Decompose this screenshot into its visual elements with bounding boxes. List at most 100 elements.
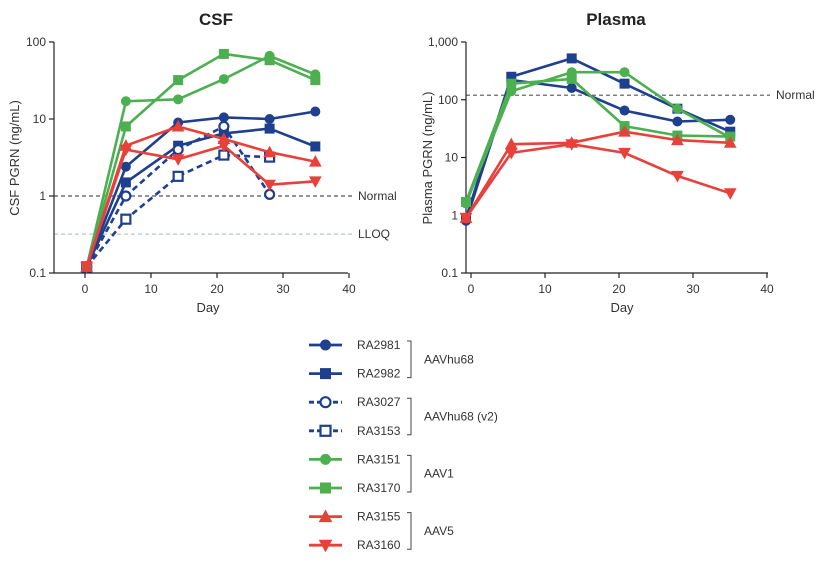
csf-x-label: Day <box>196 300 220 315</box>
csf-point-ra3170 <box>264 55 275 66</box>
legend-label-ra2982: RA2982 <box>357 367 401 381</box>
legend-marker-ra3160 <box>318 539 333 553</box>
legend-marker-ra2982 <box>320 368 331 380</box>
plasma-y-label: Plasma PGRN (ng/mL) <box>420 92 435 225</box>
legend-marker-ra3155 <box>318 509 333 523</box>
csf-ticks: 0 10 20 30 40 0.1 1 10 100 <box>26 35 356 296</box>
plasma-y-tick-label: 1 <box>451 208 458 222</box>
csf-point-ra3027 <box>172 144 184 156</box>
csf-y-tick-label: 0.1 <box>29 266 46 280</box>
plasma-point-ra3151 <box>619 67 630 78</box>
legend-label-ra3155: RA3155 <box>357 510 401 524</box>
plasma-point-ra3160 <box>671 170 684 183</box>
csf-y-label: CSF PGRN (ng/mL) <box>7 100 22 216</box>
plasma-point-ra3155 <box>671 133 684 146</box>
plasma-point-ra3170 <box>506 78 517 89</box>
legend-label-ra3170: RA3170 <box>357 481 401 495</box>
csf-point-ra3151 <box>120 96 131 107</box>
csf-point-ra3160 <box>263 179 276 192</box>
legend-marker-ra3153 <box>319 424 332 437</box>
legend-marker-ra3027 <box>319 396 332 409</box>
legend-group-aav5: AAV5 <box>424 524 454 538</box>
legend-bracket <box>407 454 412 493</box>
csf-point-ra2982 <box>264 123 275 134</box>
csf-point-ra3170 <box>173 75 184 86</box>
legend-marker-ra3151 <box>320 453 331 465</box>
csf-point-ra3160 <box>217 140 231 153</box>
csf-point-ra2981 <box>310 106 321 117</box>
csf-point-ra3027 <box>120 190 132 202</box>
legend-group-aavhu68-v2-: AAVhu68 (v2) <box>424 410 498 424</box>
csf-x-tick-label: 20 <box>210 282 224 296</box>
legend-label-ra3153: RA3153 <box>357 424 401 438</box>
legend-label-ra2981: RA2981 <box>357 338 401 352</box>
plasma-y-tick-label: 10 <box>445 151 459 165</box>
plasma-y-tick-label: 100 <box>438 93 458 107</box>
legend-group-aavhu68: AAVhu68 <box>424 352 474 366</box>
csf-x-tick-label: 40 <box>342 282 356 296</box>
csf-point-ra3160 <box>308 176 322 188</box>
legend-marker-ra2981 <box>320 339 331 351</box>
legend-bracket <box>407 512 412 550</box>
csf-point-ra2981 <box>264 114 275 124</box>
csf-point-ra3170 <box>310 75 321 86</box>
plasma-x-tick-label: 30 <box>686 282 700 296</box>
plasma-ticks: 0 10 20 30 40 0.1 1 10 100 1,000 <box>428 35 774 296</box>
csf-line-ra3170 <box>85 52 316 268</box>
csf-line-ra3153 <box>85 153 270 268</box>
csf-point-ra3170 <box>218 48 229 59</box>
csf-point-ra3155 <box>308 155 322 167</box>
csf-x-tick-label: 10 <box>144 282 158 296</box>
csf-point-ra3160 <box>80 261 94 274</box>
plasma-x-tick-label: 40 <box>760 282 774 296</box>
plasma-line-ra3155 <box>464 130 731 219</box>
csf-point-ra3153 <box>172 170 184 182</box>
legend-bracket <box>407 397 412 436</box>
csf-line-ra3160 <box>85 144 316 268</box>
plasma-point-ra2982 <box>619 78 630 89</box>
plasma-point-ra3160 <box>504 147 518 160</box>
plasma-point-ra3170 <box>461 196 471 207</box>
plasma-point-ra2982 <box>566 53 577 64</box>
plasma-point-ra2981 <box>672 116 683 127</box>
csf-chart: CSF Normal LLOQ 0 10 20 30 40 0.1 1 10 100 Day CS… <box>7 10 397 315</box>
csf-x-tick-label: 30 <box>276 282 290 296</box>
plasma-point-ra2981 <box>619 105 630 116</box>
plasma-x-tick-label: 20 <box>612 282 626 296</box>
plasma-chart: Plasma Normal 0 10 20 30 40 0.1 1 10 100 1,000 Da… <box>420 10 815 315</box>
csf-line-ra2981 <box>85 110 316 268</box>
csf-series <box>80 48 322 274</box>
plasma-point-ra3160 <box>459 212 473 225</box>
csf-ref-label-lloq: LLOQ <box>358 227 390 241</box>
csf-point-ra3160 <box>171 154 185 166</box>
plasma-point-ra3160 <box>723 188 737 200</box>
csf-point-ra3027 <box>218 120 230 133</box>
plasma-ref-label-normal: Normal <box>776 88 815 102</box>
plasma-line-ra3170 <box>464 77 731 203</box>
plasma-line-ra3151 <box>464 70 731 204</box>
csf-line-ra2982 <box>85 127 316 268</box>
plasma-title: Plasma <box>586 10 646 29</box>
csf-y-tick-label: 1 <box>39 189 46 203</box>
csf-y-tick-label: 10 <box>33 112 47 126</box>
plasma-line-ra3160 <box>464 142 731 219</box>
plasma-point-ra3160 <box>618 147 631 160</box>
legend-group-aav1: AAV1 <box>424 467 454 481</box>
plasma-y-tick-label: 1,000 <box>428 35 458 49</box>
csf-point-ra2981 <box>218 112 229 123</box>
csf-point-ra3170 <box>120 121 131 132</box>
csf-point-ra2982 <box>310 141 321 152</box>
plasma-x-label: Day <box>610 300 634 315</box>
csf-point-ra3151 <box>218 74 229 85</box>
legend-label-ra3027: RA3027 <box>357 395 401 409</box>
legend-bracket <box>407 340 412 379</box>
plasma-series <box>459 53 737 226</box>
csf-point-ra3160 <box>119 144 133 157</box>
csf-reference-lines: Normal LLOQ <box>54 189 397 241</box>
plasma-x-tick-label: 0 <box>468 282 475 296</box>
plasma-y-tick-label: 0.1 <box>441 266 458 280</box>
csf-point-ra3153 <box>120 213 132 225</box>
plasma-point-ra3160 <box>565 139 579 151</box>
legend-label-ra3151: RA3151 <box>357 452 401 466</box>
